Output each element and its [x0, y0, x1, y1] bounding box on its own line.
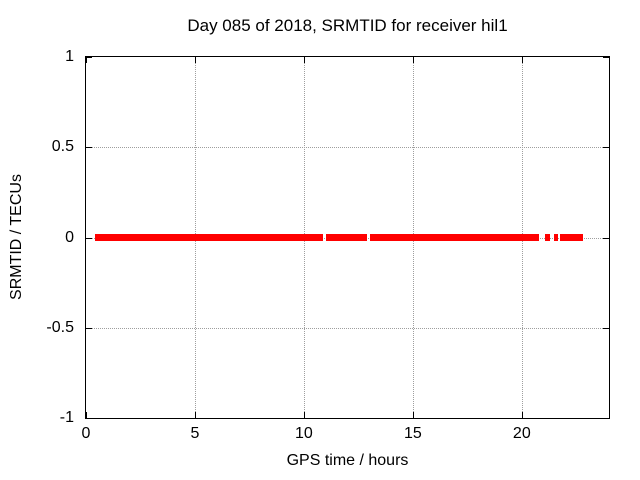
y-tick-mark	[603, 327, 609, 329]
x-tick-label: 20	[512, 425, 531, 442]
y-tick-mark	[603, 57, 609, 58]
x-tick-mark	[303, 57, 305, 63]
y-tick-mark	[86, 327, 92, 329]
y-tick-label: -1	[59, 409, 74, 426]
y-tick-label: -0.5	[46, 318, 74, 336]
y-tick-mark	[86, 418, 92, 419]
y-tick-mark	[86, 57, 92, 58]
data-segment	[553, 234, 558, 241]
data-segment	[325, 234, 367, 241]
x-tick-mark	[194, 412, 196, 418]
data-segment	[94, 234, 324, 241]
plot-area: 0 5 10 15 20 1 0.5 0 -0.5 -1	[46, 48, 610, 442]
y-gridline	[86, 147, 609, 149]
x-tick-label: 15	[403, 425, 422, 442]
x-tick-mark	[86, 412, 87, 418]
chart-title: Day 085 of 2018, SRMTID for receiver hil…	[187, 16, 508, 35]
x-tick-mark	[521, 412, 523, 418]
x-tick-mark	[194, 57, 196, 63]
x-tick-label: 0	[81, 425, 91, 442]
y-tick-label: 0	[65, 228, 74, 246]
y-tick-mark	[86, 147, 92, 149]
y-gridline	[86, 327, 609, 329]
y-tick-label: 1	[65, 48, 74, 65]
x-tick-mark	[521, 57, 523, 63]
x-axis-label: GPS time / hours	[286, 452, 409, 469]
x-tick-label: 5	[190, 425, 200, 442]
x-tick-mark	[86, 57, 87, 63]
x-tick-mark	[412, 412, 414, 418]
y-tick-label: 0.5	[51, 138, 74, 156]
y-tick-mark	[86, 237, 92, 239]
x-tick-mark	[303, 412, 305, 418]
y-tick-mark	[603, 237, 609, 239]
data-segment	[370, 234, 539, 241]
data-segment	[559, 234, 583, 241]
x-tick-label: 10	[295, 425, 313, 442]
y-axis-label: SRMTID / TECUs	[8, 174, 25, 300]
data-segment	[545, 234, 550, 241]
y-tick-mark	[603, 418, 609, 419]
x-tick-mark	[412, 57, 414, 63]
y-tick-mark	[603, 147, 609, 149]
